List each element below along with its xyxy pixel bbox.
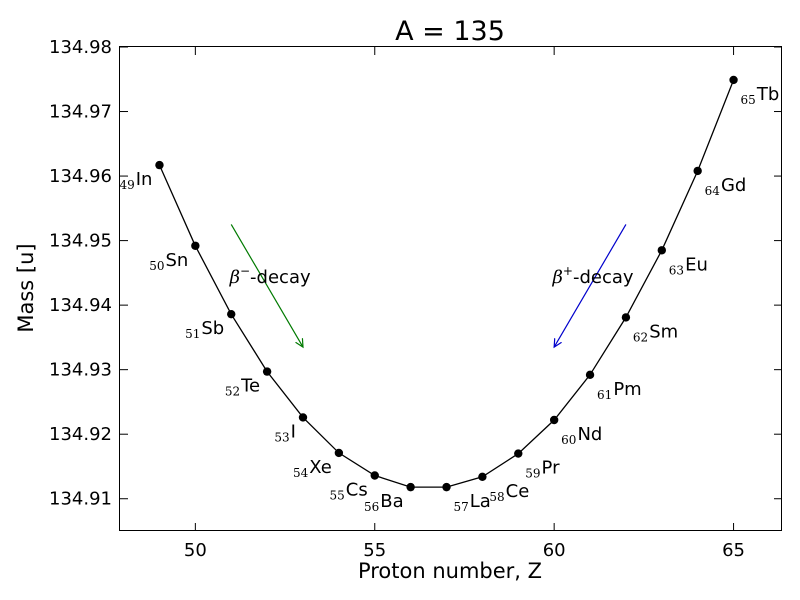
point-label: 61Pm [597,379,642,402]
point-label: 60Nd [561,424,602,447]
data-point [729,75,738,85]
y-tick-label: 134.96 [49,166,112,187]
data-point [549,415,559,425]
point-label: 51Sb [185,318,224,341]
point-label: 62Sm [633,321,678,344]
y-tick-label: 134.92 [49,424,112,445]
data-point [693,166,702,176]
x-axis-label: Proton number, Z [358,559,542,583]
data-point [406,482,415,492]
data-point [155,160,164,170]
point-label: 56Ba [364,491,404,514]
point-label: 50Sn [149,250,188,273]
y-tick-label: 134.95 [49,231,112,252]
y-tick-label: 134.91 [49,489,112,510]
point-label: 54Xe [293,457,332,480]
y-tick-label: 134.94 [49,295,112,316]
data-point [298,413,308,422]
decay-label: β+-decay [552,264,634,288]
x-tick-label: 60 [543,540,566,561]
data-point [478,472,487,481]
data-point [585,370,595,380]
chart-title: A = 135 [395,16,505,47]
annotation-layer: β−-decay β+-decay [229,224,634,347]
y-tick-label: 134.97 [49,102,112,123]
data-point [657,246,666,255]
point-label: 53I [274,421,296,444]
point-label: 49In [119,169,152,192]
data-point [334,448,344,458]
x-tick-label: 50 [184,540,207,561]
data-point [442,482,451,492]
point-label: 55Cs [330,480,368,503]
point-label: 64Gd [705,175,747,198]
point-label: 59Pr [525,458,560,481]
point-label: 63Eu [669,254,708,277]
y-tick-label: 134.93 [49,360,112,381]
data-point [191,241,200,250]
x-tick-label: 65 [722,540,745,561]
decay-label: β−-decay [229,264,311,288]
data-point [621,313,631,322]
point-label: 58Ce [489,481,529,504]
point-label: 57La [454,491,491,514]
axes-layer: 50 55 60 65 134.91 134.92 134.93 134.94 134.95 13… [49,37,782,561]
decay-arrow [554,224,627,347]
point-label: 52Te [225,376,260,399]
point-label: 65Tb [741,84,780,107]
x-tick-label: 55 [363,540,386,561]
y-axis-label: Mass [u] [14,243,38,332]
data-point [227,309,236,319]
decay-arrow [230,224,303,347]
plot-area [119,46,782,531]
data-point [370,471,379,480]
data-point [262,367,272,376]
y-tick-label: 134.98 [49,37,112,58]
data-point [514,449,523,458]
